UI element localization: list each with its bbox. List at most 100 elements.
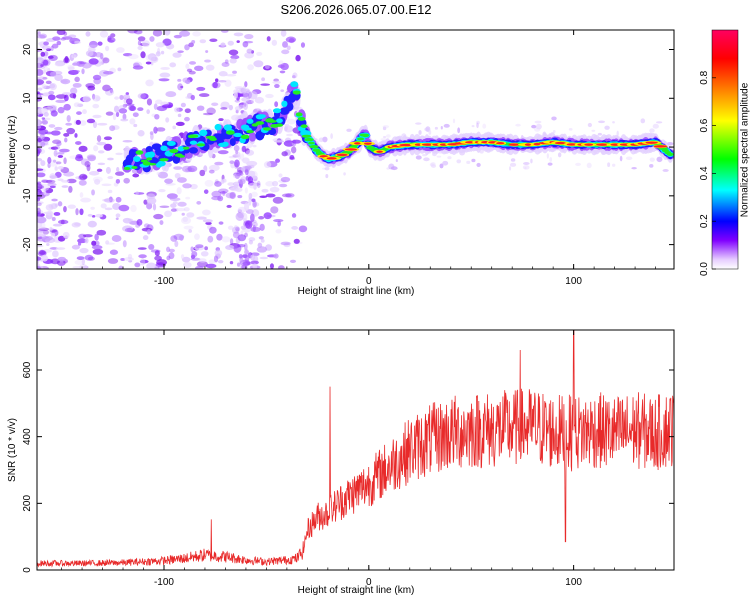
- spectrogram-blob: [229, 160, 235, 165]
- spectrogram-blob: [196, 260, 208, 268]
- spectrogram-blob: [237, 234, 247, 242]
- spectrogram-blob: [75, 119, 81, 125]
- spectrogram-blob: [122, 240, 127, 248]
- spectrogram-blob: [133, 123, 138, 128]
- spectrogram-blob: [242, 261, 252, 266]
- spectrogram-blob: [132, 173, 140, 178]
- spectrogram-blob: [43, 188, 47, 196]
- spectrogram-blob: [250, 94, 255, 104]
- spectrogram-blob: [96, 141, 107, 146]
- spectrogram-blob: [37, 201, 44, 205]
- spectrogram-y-tick-label: 0: [22, 144, 33, 150]
- spectrogram-blob: [166, 140, 176, 147]
- spectrogram-blob: [37, 57, 47, 60]
- spectrogram-blob: [127, 253, 133, 260]
- spectrogram-blob: [229, 138, 236, 146]
- spectrogram-blob: [281, 151, 288, 157]
- spectrogram-blob: [84, 254, 94, 261]
- spectrogram-blob: [146, 197, 157, 205]
- spectrogram-blob: [60, 78, 71, 85]
- spectrogram-blob: [652, 123, 659, 129]
- spectrogram-blob: [71, 69, 81, 73]
- spectrogram-y-axis-label: Frequency (Hz): [7, 116, 18, 185]
- spectrogram-blob: [52, 159, 57, 163]
- spectrogram-blob: [257, 242, 263, 248]
- spectrogram-blob: [180, 102, 186, 108]
- spectrogram-blob: [148, 151, 155, 158]
- spectrogram-blob: [208, 169, 215, 174]
- spectrogram-blob: [39, 133, 45, 140]
- spectrogram-blob: [37, 87, 43, 91]
- spectrogram-blob: [79, 263, 88, 269]
- spectrogram-blob: [269, 186, 280, 193]
- spectrogram-blob: [203, 165, 208, 173]
- spectrogram-blob: [76, 256, 85, 261]
- spectrogram-blob: [285, 36, 297, 43]
- spectrogram-blob: [81, 174, 88, 180]
- spectrogram-blob: [418, 130, 422, 135]
- spectrogram-blob: [123, 257, 134, 262]
- spectrogram-y-tick-label: -10: [22, 188, 33, 203]
- spectrogram-blob: [42, 69, 46, 74]
- snr-y-tick-label: 200: [22, 495, 33, 512]
- spectrogram-blob: [318, 137, 325, 143]
- spectrogram-blob: [322, 136, 328, 143]
- spectrogram-blob: [343, 172, 346, 176]
- spectrogram-blob: [250, 254, 255, 261]
- spectrogram-blob: [218, 188, 229, 194]
- spectrogram-blob: [145, 79, 154, 87]
- spectrogram-blob: [172, 201, 178, 205]
- spectrogram-x-axis-label: Height of straight line (km): [298, 286, 415, 297]
- spectrogram-blob: [150, 249, 161, 253]
- spectrogram-blob: [156, 171, 161, 176]
- spectrogram-blob: [208, 164, 220, 172]
- spectrogram-blob: [275, 229, 282, 234]
- snr-panel: -100 0 100 0 200 400 600 Height of straight li…: [7, 329, 675, 596]
- spectrogram-blob: [288, 38, 295, 44]
- spectrogram-blob: [134, 262, 141, 268]
- spectrogram-blob: [309, 144, 319, 149]
- spectrogram-blob: [38, 227, 50, 231]
- spectrogram-blob: [154, 113, 160, 120]
- spectrogram-blob: [363, 142, 372, 145]
- spectrogram-blob: [37, 265, 41, 269]
- spectrogram-blob: [217, 259, 224, 264]
- spectrogram-blob: [612, 121, 615, 124]
- spectrogram-blob: [177, 50, 184, 53]
- spectrogram-blob: [122, 139, 133, 143]
- spectrogram-blob: [37, 168, 44, 172]
- spectrogram-blob: [266, 36, 271, 42]
- spectrogram-blob: [275, 158, 281, 163]
- spectrogram-blob: [94, 52, 103, 58]
- spectrogram-blob: [72, 82, 82, 88]
- spectrogram-blob: [248, 239, 254, 245]
- spectrogram-blob: [466, 160, 471, 164]
- spectrogram-blob: [37, 76, 47, 81]
- spectrogram-blob: [74, 259, 84, 265]
- spectrogram-blob: [247, 64, 254, 71]
- spectrogram-blob: [137, 40, 142, 46]
- spectrogram-blob: [176, 207, 186, 212]
- spectrogram-blob: [54, 62, 65, 67]
- spectrogram-blob: [37, 141, 41, 148]
- spectrogram-blob: [177, 201, 187, 207]
- spectrogram-blob: [289, 156, 296, 161]
- spectrogram-blob: [202, 209, 211, 216]
- colorbar-tick-label: 0.8: [699, 70, 710, 84]
- spectrogram-blob: [248, 192, 253, 200]
- spectrogram-blob: [66, 178, 77, 184]
- spectrogram-blob: [192, 31, 201, 37]
- spectrogram-blob: [252, 200, 257, 208]
- spectrogram-blob: [598, 120, 605, 124]
- spectrogram-blob: [218, 118, 224, 122]
- spectrogram-blob: [251, 170, 258, 180]
- spectrogram-blob: [174, 208, 179, 212]
- spectrogram-blob: [63, 57, 70, 64]
- spectrogram-blob: [67, 204, 76, 209]
- spectrogram-blob: [607, 162, 611, 167]
- spectrogram-blob: [91, 245, 103, 250]
- spectrogram-blob: [57, 154, 64, 158]
- colorbar-tick-label: 0.0: [699, 262, 710, 276]
- spectrogram-blob: [244, 81, 248, 88]
- spectrogram-blob: [41, 117, 46, 120]
